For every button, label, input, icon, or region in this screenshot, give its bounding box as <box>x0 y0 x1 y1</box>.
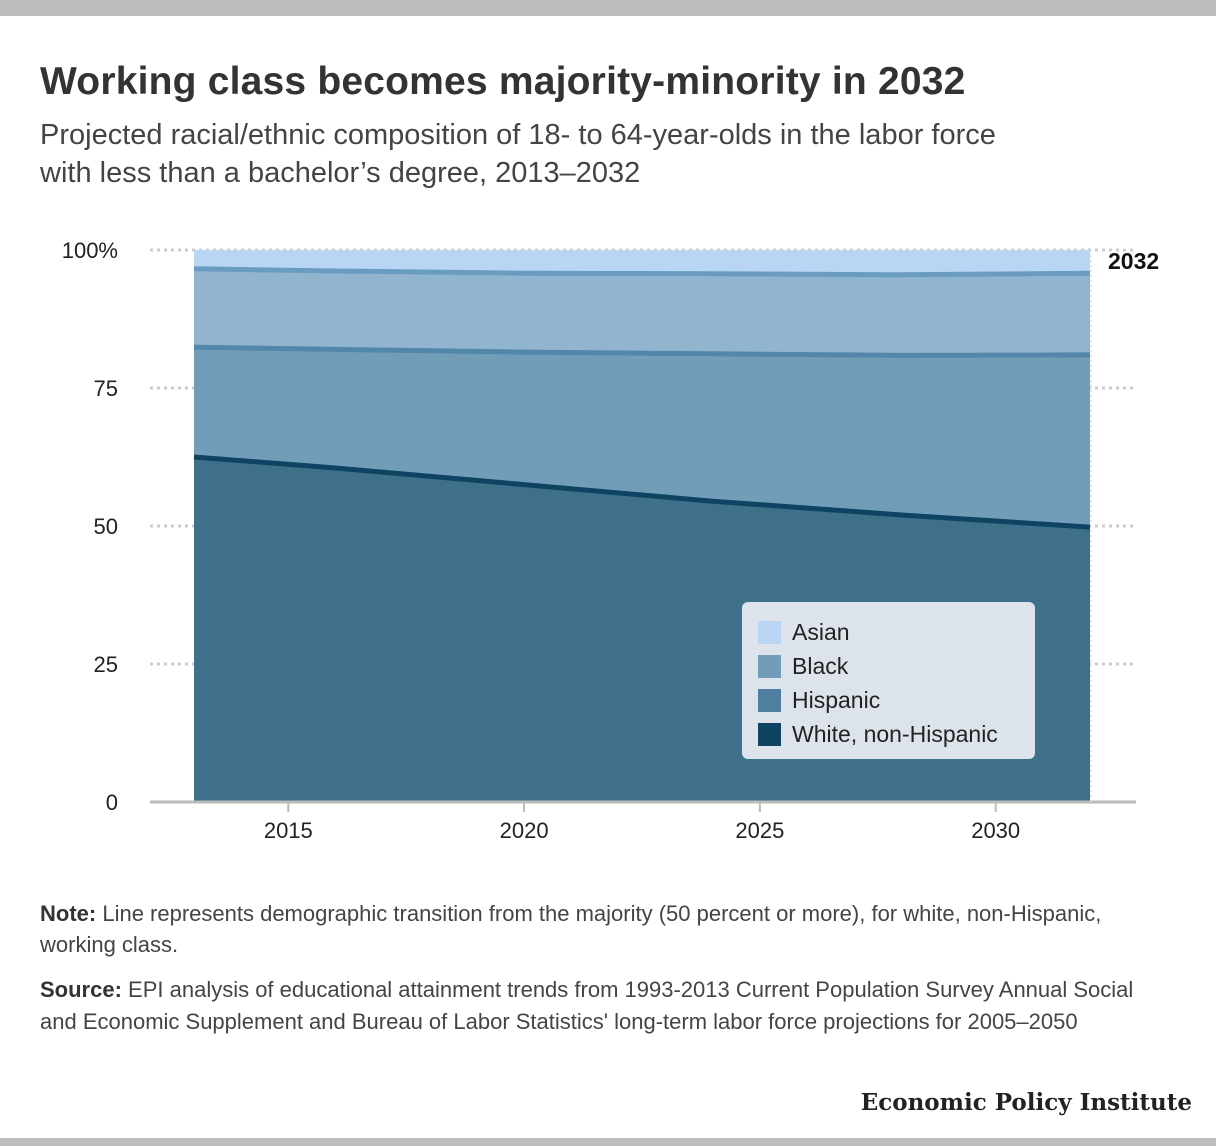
subtitle-line-2: with less than a bachelor’s degree, 2013… <box>40 157 641 189</box>
legend-label-white: White, non-Hispanic <box>792 720 998 747</box>
x-tick-label-2030: 2030 <box>971 818 1020 843</box>
subtitle-line-1: Projected racial/ethnic composition of 1… <box>40 119 996 151</box>
legend-swatch-asian <box>758 620 781 644</box>
legend: Asian Black Hispanic White, non-Hispanic <box>742 602 1035 759</box>
note-label: Note: <box>40 901 97 926</box>
legend-label-hispanic: Hispanic <box>792 686 881 713</box>
x-tick-label-2020: 2020 <box>500 818 549 843</box>
legend-label-asian: Asian <box>792 618 850 645</box>
end-year-label: 2032 <box>1108 248 1159 274</box>
chart-subtitle: Projected racial/ethnic composition of 1… <box>40 116 1190 192</box>
axes: 2015 2020 2025 2030 0 25 50 75 100% <box>62 238 1136 843</box>
bottom-border <box>0 1138 1216 1146</box>
chart-source: Source: EPI analysis of educational atta… <box>40 974 1160 1038</box>
legend-swatch-white <box>758 722 781 746</box>
line-hispanic <box>193 344 1091 358</box>
line-black <box>193 266 1091 278</box>
brand-logo-text: Economic Policy Institute <box>860 1089 1192 1116</box>
y-tick-label-0: 0 <box>106 790 118 815</box>
y-tick-label-100: 100% <box>62 238 118 263</box>
chart-note: Note: Line represents demographic transi… <box>40 898 1160 960</box>
line-white-non-hispanic <box>193 454 1091 530</box>
y-tick-label-50: 50 <box>94 514 118 539</box>
legend-swatch-black <box>758 654 781 678</box>
x-tick-label-2025: 2025 <box>735 818 784 843</box>
chart-title: Working class becomes majority-minority … <box>40 60 966 103</box>
area-black <box>194 268 1090 356</box>
y-tick-label-75: 75 <box>94 376 118 401</box>
boundary-lines <box>193 266 1091 530</box>
top-border <box>0 0 1216 16</box>
y-tick-label-25: 25 <box>94 652 118 677</box>
area-hispanic <box>194 347 1090 528</box>
legend-label-black: Black <box>792 652 849 679</box>
legend-swatch-hispanic <box>758 688 781 712</box>
source-text: EPI analysis of educational attainment t… <box>40 977 1134 1034</box>
legend-item-black: Black <box>758 653 848 679</box>
x-tick-label-2015: 2015 <box>264 818 313 843</box>
source-label: Source: <box>40 977 122 1002</box>
legend-item-asian: Asian <box>758 619 850 645</box>
legend-item-white: White, non-Hispanic <box>758 721 998 747</box>
area-asian <box>194 250 1090 275</box>
note-text: Line represents demographic transition f… <box>40 901 1102 957</box>
legend-item-hispanic: Hispanic <box>758 687 880 713</box>
